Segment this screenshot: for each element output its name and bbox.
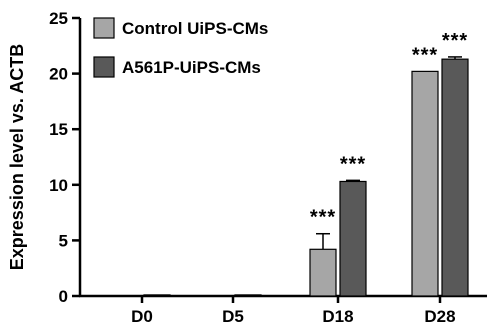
significance-marker: *** [310, 207, 336, 229]
x-axis: D0 D5 D18 D28 [79, 294, 487, 326]
legend-label: Control UiPS-CMs [122, 19, 268, 38]
y-tick-label: 15 [49, 120, 68, 139]
significance-marker: *** [442, 30, 468, 52]
x-ticks: D0 D5 D18 D28 [131, 296, 456, 326]
x-tick-label: D0 [131, 307, 153, 326]
y-tick-label: 10 [49, 176, 68, 195]
bars: ************ [143, 30, 469, 297]
bar-a561p-d28 [441, 58, 469, 297]
bar-control-d18 [309, 248, 337, 297]
legend-swatch [93, 17, 115, 39]
bar-a561p-d0 [143, 294, 171, 297]
x-tick-label: D28 [424, 307, 455, 326]
legend: Control UiPS-CMs A561P-UiPS-CMs [93, 17, 268, 78]
y-axis-title: Expression level vs. ACTB [7, 44, 27, 270]
significance-marker: *** [412, 44, 438, 66]
bar-a561p-d5 [234, 294, 262, 297]
y-tick-label: 25 [49, 9, 68, 28]
y-ticks: 0 5 10 15 20 25 [49, 9, 80, 306]
y-tick-label: 0 [59, 287, 68, 306]
x-tick-label: D18 [322, 307, 353, 326]
legend-label: A561P-UiPS-CMs [122, 58, 261, 77]
bar-a561p-d18 [339, 180, 367, 297]
legend-swatch [93, 56, 115, 78]
bar-control-d28 [411, 70, 439, 297]
y-tick-label: 5 [59, 231, 68, 250]
y-tick-label: 20 [49, 65, 68, 84]
significance-marker: *** [340, 153, 366, 175]
y-axis: 0 5 10 15 20 25 Expression level vs. ACTB [7, 9, 82, 306]
x-tick-label: D5 [222, 307, 244, 326]
